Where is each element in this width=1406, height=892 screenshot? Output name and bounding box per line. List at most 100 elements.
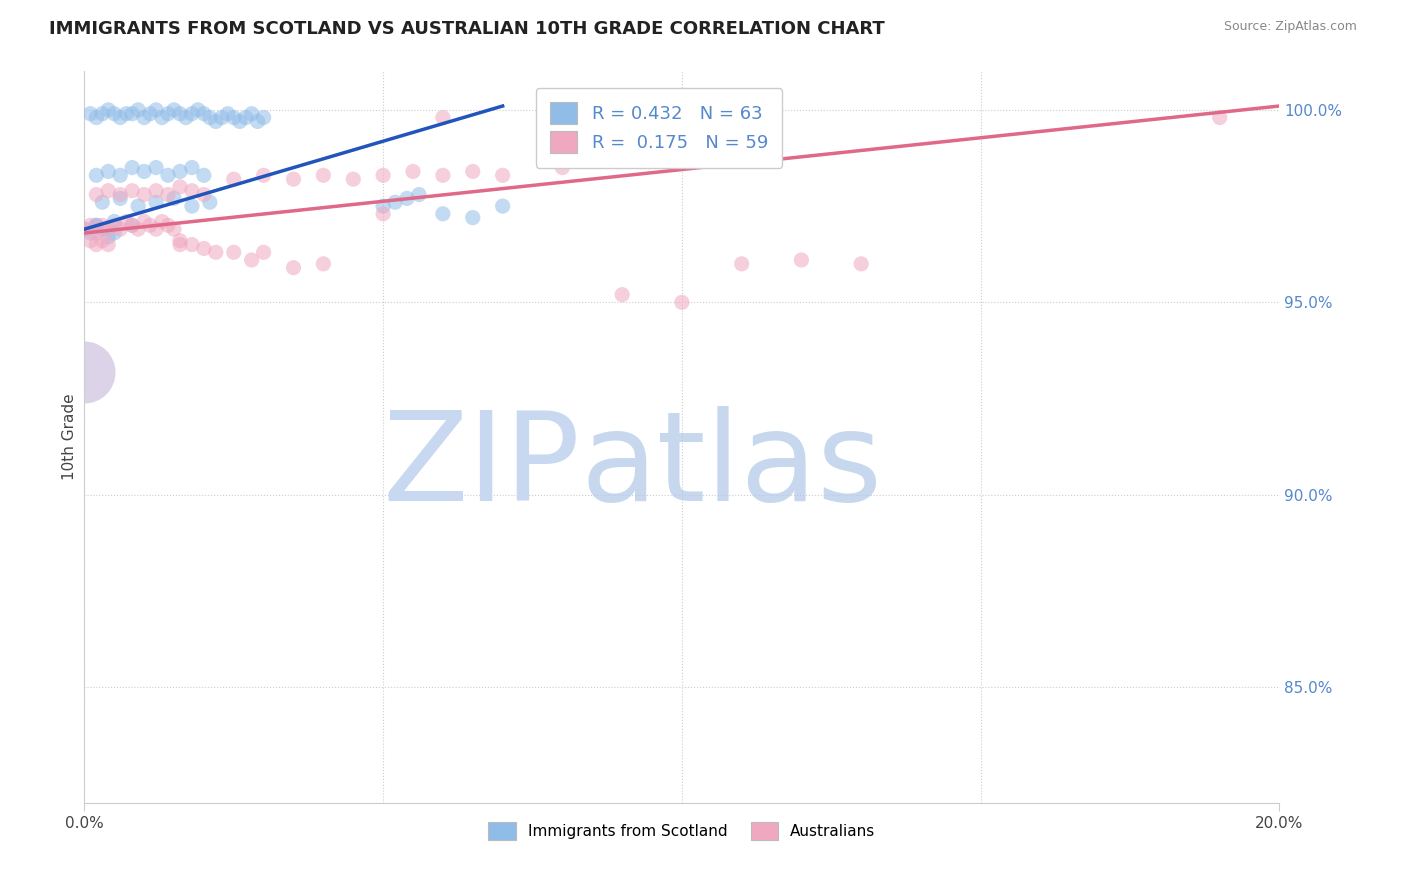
Point [253, 111, 276, 125]
Point [193, 106, 215, 120]
Point [103, 214, 125, 228]
Point [121, 184, 143, 198]
Point [169, 106, 191, 120]
Point [198, 111, 221, 125]
Text: Source: ZipAtlas.com: Source: ZipAtlas.com [1223, 20, 1357, 33]
Point [97, 230, 120, 244]
Point [163, 191, 186, 205]
Point [157, 169, 180, 183]
Point [551, 161, 574, 175]
Point [240, 106, 263, 120]
Point [373, 199, 395, 213]
Point [253, 245, 276, 260]
Point [121, 161, 143, 175]
Point [73, 222, 96, 236]
Point [91, 219, 114, 233]
Point [198, 195, 221, 210]
Point [163, 103, 186, 117]
Point [731, 257, 754, 271]
Point [169, 234, 191, 248]
Point [222, 111, 245, 125]
Point [408, 187, 430, 202]
Point [86, 219, 108, 233]
Point [127, 103, 149, 117]
Point [86, 169, 108, 183]
Point [169, 237, 191, 252]
Point [86, 219, 108, 233]
Point [127, 222, 149, 236]
Point [91, 195, 114, 210]
Point [240, 252, 263, 267]
Point [181, 184, 204, 198]
Point [181, 199, 204, 213]
Point [373, 207, 395, 221]
Legend: Immigrants from Scotland, Australians: Immigrants from Scotland, Australians [482, 815, 882, 847]
Point [86, 187, 108, 202]
Point [145, 103, 167, 117]
Point [432, 169, 454, 183]
Point [132, 214, 156, 228]
Point [73, 222, 96, 236]
Text: ZIP: ZIP [382, 406, 581, 527]
Point [73, 365, 96, 379]
Point [86, 111, 108, 125]
Point [97, 237, 120, 252]
Point [157, 106, 180, 120]
Point [222, 245, 245, 260]
Point [402, 164, 425, 178]
Point [217, 106, 239, 120]
Point [373, 169, 395, 183]
Point [157, 219, 180, 233]
Point [492, 199, 515, 213]
Point [461, 164, 484, 178]
Point [110, 187, 132, 202]
Point [139, 106, 162, 120]
Point [121, 219, 143, 233]
Point [97, 222, 120, 236]
Point [312, 169, 335, 183]
Point [91, 106, 114, 120]
Point [193, 169, 215, 183]
Point [193, 242, 215, 256]
Point [246, 114, 269, 128]
Point [181, 237, 204, 252]
Point [79, 106, 101, 120]
Point [132, 187, 156, 202]
Point [150, 111, 173, 125]
Point [103, 219, 125, 233]
Point [86, 237, 108, 252]
Point [384, 195, 406, 210]
Point [169, 179, 191, 194]
Point [163, 222, 186, 236]
Point [169, 164, 191, 178]
Point [211, 111, 233, 125]
Point [121, 219, 143, 233]
Point [145, 161, 167, 175]
Point [432, 207, 454, 221]
Point [187, 103, 209, 117]
Point [222, 172, 245, 186]
Point [91, 234, 114, 248]
Point [283, 172, 305, 186]
Point [235, 111, 257, 125]
Point [193, 187, 215, 202]
Point [79, 226, 101, 240]
Point [150, 214, 173, 228]
Point [461, 211, 484, 225]
Point [253, 169, 276, 183]
Point [86, 226, 108, 240]
Point [97, 164, 120, 178]
Point [205, 114, 228, 128]
Point [492, 169, 515, 183]
Point [283, 260, 305, 275]
Point [396, 191, 419, 205]
Point [115, 106, 138, 120]
Point [132, 111, 156, 125]
Text: IMMIGRANTS FROM SCOTLAND VS AUSTRALIAN 10TH GRADE CORRELATION CHART: IMMIGRANTS FROM SCOTLAND VS AUSTRALIAN 1… [49, 20, 884, 37]
Point [145, 184, 167, 198]
Point [103, 226, 125, 240]
Point [851, 257, 873, 271]
Point [79, 234, 101, 248]
Point [790, 252, 813, 267]
Point [121, 106, 143, 120]
